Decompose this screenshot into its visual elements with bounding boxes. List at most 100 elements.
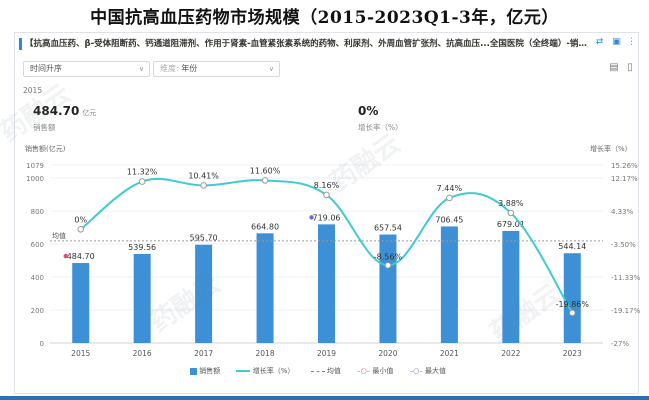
legend-growth-swatch bbox=[236, 370, 251, 372]
growth-value-label: 11.60% bbox=[250, 166, 281, 175]
growth-point bbox=[200, 182, 207, 189]
right-tick-label: 4.33% bbox=[611, 208, 634, 216]
min-marker bbox=[63, 253, 68, 259]
left-tick-label: 200 bbox=[31, 307, 44, 315]
left-tick-label: 600 bbox=[31, 241, 44, 249]
bar-value-label: 679.01 bbox=[497, 220, 525, 229]
bar bbox=[563, 253, 581, 343]
sales-growth-chart: 0 200 400 600 800 1000 1079 -27% -19.17% -11.33% -… bbox=[26, 162, 641, 358]
x-tick-label: 2017 bbox=[194, 349, 213, 358]
growth-value-label: 7.44% bbox=[437, 184, 463, 193]
x-tick-label: 2019 bbox=[317, 349, 336, 358]
document-icon[interactable]: ▯ bbox=[627, 62, 633, 73]
bar-value-label: 664.80 bbox=[251, 222, 279, 231]
legend-avg[interactable]: 均值 bbox=[310, 367, 341, 375]
bar bbox=[72, 263, 90, 343]
translate-icon[interactable]: ⇄ bbox=[595, 37, 604, 47]
bar-value-label: 544.14 bbox=[558, 242, 586, 251]
legend-max[interactable]: –○– 最大值 bbox=[410, 367, 446, 375]
legend-min[interactable]: –○– 最小值 bbox=[357, 367, 393, 375]
growth-value-label: 10.41% bbox=[188, 171, 219, 180]
legend-sales-swatch bbox=[190, 367, 197, 375]
bar bbox=[133, 253, 151, 343]
chevron-down-icon: ∨ bbox=[268, 65, 274, 73]
dimension-select[interactable]: 维度: 年份 ∨ bbox=[153, 61, 280, 77]
more-icon[interactable]: ⋮ bbox=[627, 37, 636, 47]
legend-growth-label: 增长率（%） bbox=[252, 367, 295, 375]
bar bbox=[256, 233, 274, 343]
max-marker bbox=[309, 215, 314, 220]
left-axis-title: 销售额(亿元) bbox=[25, 145, 66, 153]
bottom-accent-line bbox=[0, 396, 649, 400]
legend-min-swatch: –○– bbox=[357, 367, 371, 375]
legend-max-swatch: –○– bbox=[409, 367, 423, 375]
right-tick-label: 15.26% bbox=[611, 162, 638, 170]
right-tick-label: -3.50% bbox=[611, 241, 636, 249]
image-icon[interactable]: ▣ bbox=[612, 37, 621, 47]
growth-point bbox=[507, 209, 515, 217]
growth-point bbox=[446, 194, 453, 202]
kpi-growth-value: 0% bbox=[358, 104, 379, 118]
table-icon[interactable]: ▤ bbox=[609, 62, 619, 73]
x-tick-label: 2015 bbox=[71, 349, 90, 358]
kpi-growth-label: 增长率（%） bbox=[358, 123, 403, 132]
left-tick-label: 800 bbox=[31, 208, 44, 216]
growth-value-label: -8.56% bbox=[374, 252, 403, 261]
page-title: 中国抗高血压药物市场规模（2015-2023Q1-3年，亿元） bbox=[90, 8, 559, 28]
legend-max-label: 最大值 bbox=[424, 367, 446, 375]
growth-value-label: -19.86% bbox=[556, 300, 590, 309]
sort-select[interactable]: 时间升序 ∨ bbox=[23, 61, 150, 77]
right-tick-label: -27% bbox=[611, 340, 629, 348]
bar bbox=[379, 234, 397, 343]
growth-point bbox=[138, 178, 146, 185]
legend-avg-label: 均值 bbox=[326, 367, 341, 375]
bar-value-label: 719.06 bbox=[313, 213, 341, 222]
chart-panel: 【抗高血压药、β-受体阻断药、钙通道阻滞剂、作用于肾素-血管紧张素系统的药物、利… bbox=[0, 32, 641, 394]
legend: 销售额 增长率（%） 均值 –○– 最小值 –○– 最大值 bbox=[190, 366, 446, 376]
legend-avg-swatch bbox=[310, 370, 325, 372]
x-tick-label: 2016 bbox=[133, 349, 152, 358]
panel-header: 【抗高血压药、β-受体阻断药、钙通道阻滞剂、作用于肾素-血管紧张素系统的药物、利… bbox=[15, 33, 638, 55]
growth-point bbox=[568, 309, 576, 317]
average-label: 均值 bbox=[52, 231, 66, 240]
dimension-value: 年份 bbox=[181, 64, 198, 73]
chevron-down-icon: ∨ bbox=[138, 65, 144, 73]
bar-value-label: 484.70 bbox=[67, 252, 95, 261]
growth-point bbox=[261, 177, 269, 184]
right-axis-title: 增长率（%） bbox=[590, 145, 632, 153]
growth-value-label: 3.88% bbox=[498, 199, 524, 208]
legend-sales[interactable]: 销售额 bbox=[190, 367, 220, 375]
legend-min-label: 最小值 bbox=[372, 367, 394, 375]
bar bbox=[318, 224, 335, 343]
growth-point bbox=[77, 225, 85, 233]
panel-title: 【抗高血压药、β-受体阻断药、钙通道阻滞剂、作用于肾素-血管紧张素系统的药物、利… bbox=[25, 39, 590, 49]
growth-point bbox=[323, 191, 330, 199]
bar-value-label: 657.54 bbox=[374, 224, 402, 233]
left-tick-label: 1000 bbox=[26, 175, 44, 183]
header-accent-bar bbox=[19, 38, 22, 50]
x-tick-label: 2020 bbox=[378, 349, 397, 358]
dimension-label: 维度: bbox=[160, 64, 179, 73]
bar-value-label: 706.45 bbox=[435, 215, 463, 224]
right-tick-label: -11.33% bbox=[611, 274, 641, 282]
kpi-sales-value: 484.70 bbox=[33, 104, 80, 118]
x-tick-label: 2022 bbox=[501, 349, 520, 358]
kpi-sales-unit: 亿元 bbox=[82, 109, 97, 117]
legend-growth[interactable]: 增长率（%） bbox=[236, 367, 294, 375]
x-tick-label: 2021 bbox=[440, 349, 459, 358]
bar bbox=[440, 226, 458, 343]
bar-value-label: 595.70 bbox=[190, 234, 218, 243]
bar-value-label: 539.56 bbox=[128, 243, 156, 252]
right-tick-label: -19.17% bbox=[611, 307, 641, 315]
growth-line bbox=[80, 177, 574, 314]
left-tick-label: 400 bbox=[31, 274, 44, 282]
growth-value-label: 11.32% bbox=[127, 168, 158, 177]
left-tick-label: 1079 bbox=[26, 162, 44, 170]
legend-sales-label: 销售额 bbox=[199, 367, 221, 375]
current-year-label: 2015 bbox=[23, 86, 43, 95]
kpi-sales: 484.70 亿元 bbox=[33, 104, 96, 118]
bar bbox=[502, 230, 520, 343]
growth-value-label: 0% bbox=[74, 215, 87, 224]
bar bbox=[195, 244, 213, 343]
right-tick-label: 12.17% bbox=[611, 175, 638, 183]
